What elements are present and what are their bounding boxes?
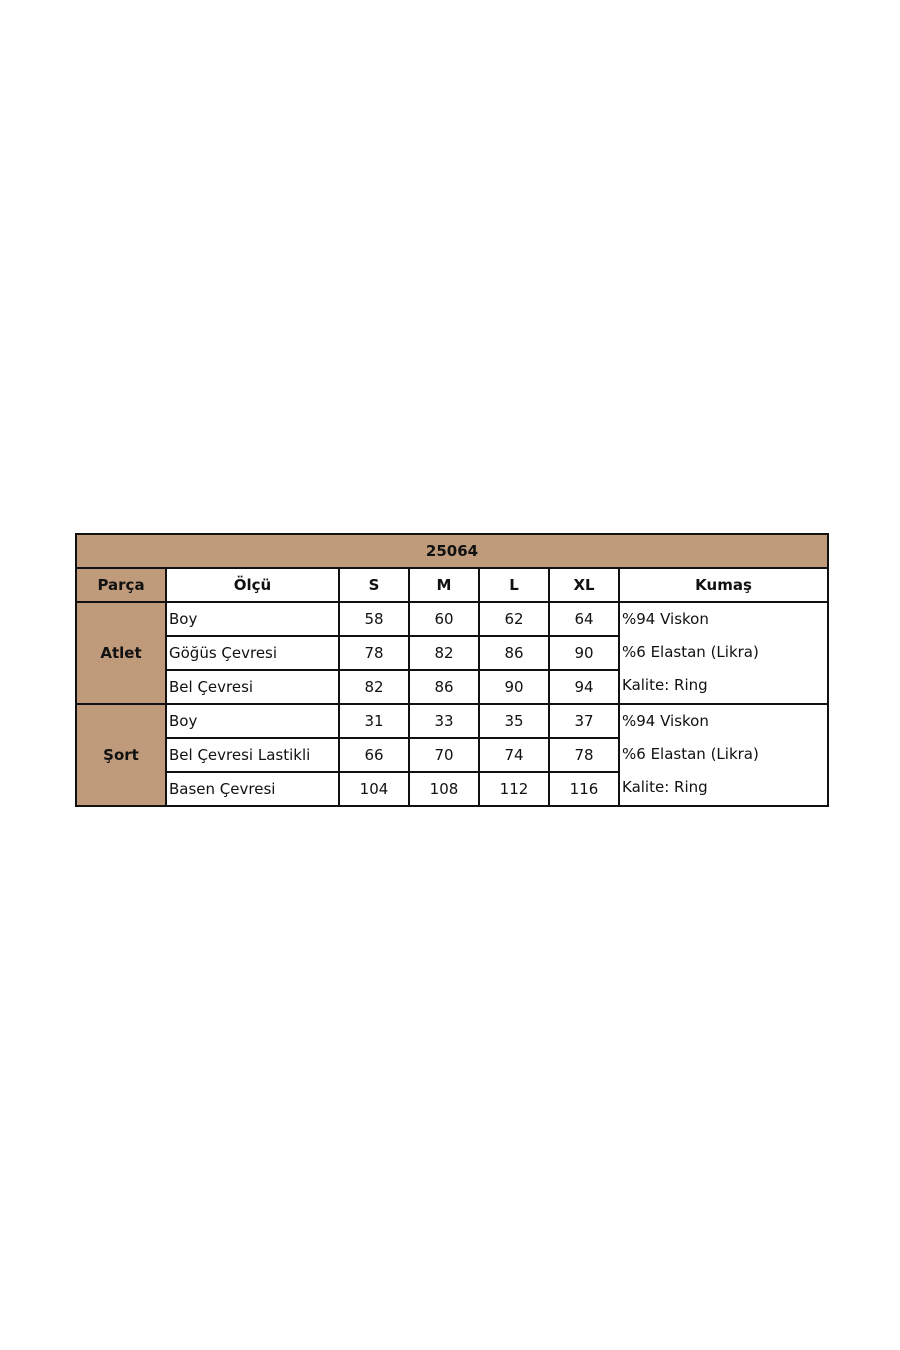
measure-label: Bel Çevresi Lastikli — [165, 737, 340, 773]
cell-value: 82 — [408, 635, 480, 671]
header-size-l: L — [478, 567, 550, 603]
cell-value: 86 — [408, 669, 480, 705]
cell-value: 66 — [338, 737, 410, 773]
cell-value: 104 — [338, 771, 410, 807]
fabric-info: %94 Viskon %6 Elastan (Likra) Kalite: Ri… — [617, 601, 830, 705]
cell-value: 70 — [408, 737, 480, 773]
cell-value: 60 — [408, 601, 480, 637]
cell-value: 58 — [338, 601, 410, 637]
part-name: Şort — [75, 703, 167, 807]
header-measure: Ölçü — [165, 567, 340, 603]
header-fabric: Kumaş — [617, 567, 830, 603]
header-row: Parça Ölçü S M L XL Kumaş — [75, 567, 830, 603]
product-code: 25064 — [74, 533, 830, 569]
header-part: Parça — [75, 567, 167, 603]
cell-value: 33 — [408, 703, 480, 739]
table-row: Şort Boy 31 33 35 37 %94 Viskon %6 Elast… — [75, 703, 830, 807]
cell-value: 37 — [548, 703, 620, 739]
cell-value: 86 — [478, 635, 550, 671]
header-size-s: S — [338, 567, 410, 603]
cell-value: 94 — [548, 669, 620, 705]
fabric-line: %94 Viskon — [622, 610, 709, 628]
cell-value: 90 — [548, 635, 620, 671]
title-row: 25064 — [74, 533, 830, 569]
cell-value: 31 — [338, 703, 410, 739]
fabric-line: Kalite: Ring — [622, 676, 708, 694]
measure-label: Basen Çevresi — [165, 771, 340, 807]
cell-value: 74 — [478, 737, 550, 773]
fabric-line: Kalite: Ring — [622, 778, 708, 796]
fabric-line: %6 Elastan (Likra) — [622, 745, 759, 763]
cell-value: 90 — [478, 669, 550, 705]
measure-label: Göğüs Çevresi — [165, 635, 340, 671]
cell-value: 108 — [408, 771, 480, 807]
header-size-xl: XL — [548, 567, 620, 603]
cell-value: 64 — [548, 601, 620, 637]
measure-label: Boy — [165, 601, 340, 637]
cell-value: 116 — [548, 771, 620, 807]
measure-label: Boy — [165, 703, 340, 739]
fabric-line: %94 Viskon — [622, 712, 709, 730]
cell-value: 35 — [478, 703, 550, 739]
table-row: Basen Çevresi 104 108 112 116 — [76, 771, 828, 807]
cell-value: 78 — [338, 635, 410, 671]
cell-value: 62 — [478, 601, 550, 637]
cell-value: 78 — [548, 737, 620, 773]
cell-value: 112 — [478, 771, 550, 807]
header-size-m: M — [408, 567, 480, 603]
fabric-line: %6 Elastan (Likra) — [622, 643, 759, 661]
table-row: Bel Çevresi Lastikli 66 70 74 78 — [76, 737, 828, 773]
table-row: Atlet Boy 58 60 62 64 %94 Viskon %6 Elas… — [75, 601, 830, 705]
part-name: Atlet — [75, 601, 167, 705]
table-row: Göğüs Çevresi 78 82 86 90 — [76, 635, 828, 671]
fabric-info: %94 Viskon %6 Elastan (Likra) Kalite: Ri… — [617, 703, 830, 807]
table-row: Bel Çevresi 82 86 90 94 — [76, 669, 828, 705]
cell-value: 82 — [338, 669, 410, 705]
measure-label: Bel Çevresi — [165, 669, 340, 705]
size-chart-table: 25064 Parça Ölçü S M L XL Kumaş Atlet Bo… — [74, 533, 830, 807]
